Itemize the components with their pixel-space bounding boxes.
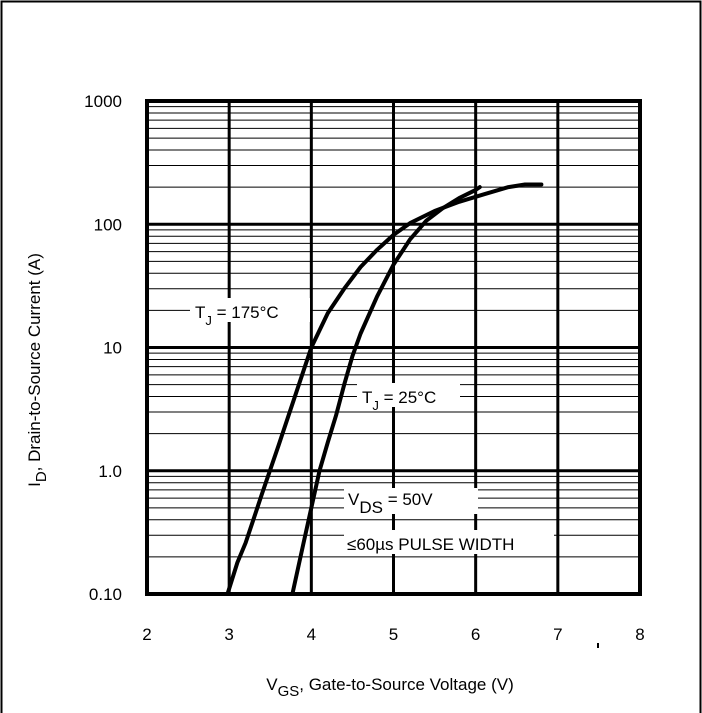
x-tick-label: 8 <box>635 625 644 644</box>
condition-rest: = 50V <box>383 490 433 509</box>
y-tick-label: 1000 <box>84 92 122 111</box>
svg-text:TJ = 175°C: TJ = 175°C <box>195 303 279 328</box>
y-tick-label: 100 <box>94 215 122 234</box>
series-label-175-sub: J <box>205 313 212 328</box>
plot-grid <box>145 99 642 596</box>
x-tick-label: 2 <box>142 625 151 644</box>
x-axis-label-main: V <box>266 675 278 694</box>
series-label-25-rest: = 25°C <box>379 388 436 407</box>
series-label-175-main: T <box>195 303 205 322</box>
y-tick-label: 0.10 <box>89 585 122 604</box>
condition-sub: DS <box>359 498 383 517</box>
series-label-175: TJ = 175°C <box>190 298 310 328</box>
series-line-0 <box>225 182 544 596</box>
x-tick-label: 3 <box>224 625 233 644</box>
x-axis-label-rest: , Gate-to-Source Voltage (V) <box>299 675 514 694</box>
plot-border <box>145 99 642 596</box>
x-tick-label: 4 <box>307 625 316 644</box>
condition-main: V <box>348 490 360 509</box>
y-axis-label-rest: , Drain-to-Source Current (A) <box>25 253 44 471</box>
series-layer <box>225 182 544 596</box>
x-tick-label: 7 <box>553 625 562 644</box>
condition-annotation: VDS = 50V <box>344 488 478 517</box>
x-axis-label-sub: GS <box>278 683 300 700</box>
tick-labels: 2 3 4 5 6 7 8 0.10 1.0 10 100 1000 <box>84 92 645 644</box>
series-label-25-sub: J <box>372 398 379 413</box>
y-axis-label-main: I <box>25 482 44 487</box>
pulse-width-note: ≤60µs PULSE WIDTH <box>347 535 514 554</box>
svg-text:TJ = 25°C: TJ = 25°C <box>362 388 436 413</box>
series-label-25: TJ = 25°C <box>357 383 460 413</box>
stray-mark <box>597 643 599 648</box>
pulse-annotation: ≤60µs PULSE WIDTH <box>344 530 554 554</box>
y-tick-label: 1.0 <box>98 462 122 481</box>
x-axis-label: VGS, Gate-to-Source Voltage (V) <box>266 675 514 700</box>
series-label-175-rest: = 175°C <box>212 303 279 322</box>
y-axis-label: ID, Drain-to-Source Current (A) <box>25 253 50 487</box>
y-tick-label: 10 <box>103 339 122 358</box>
series-line-1 <box>290 185 482 596</box>
svg-text:VDS = 50V: VDS = 50V <box>348 490 433 517</box>
x-tick-label: 5 <box>389 625 398 644</box>
y-axis-label-sub: D <box>33 471 50 482</box>
x-tick-label: 6 <box>471 625 480 644</box>
series-label-25-main: T <box>362 388 372 407</box>
